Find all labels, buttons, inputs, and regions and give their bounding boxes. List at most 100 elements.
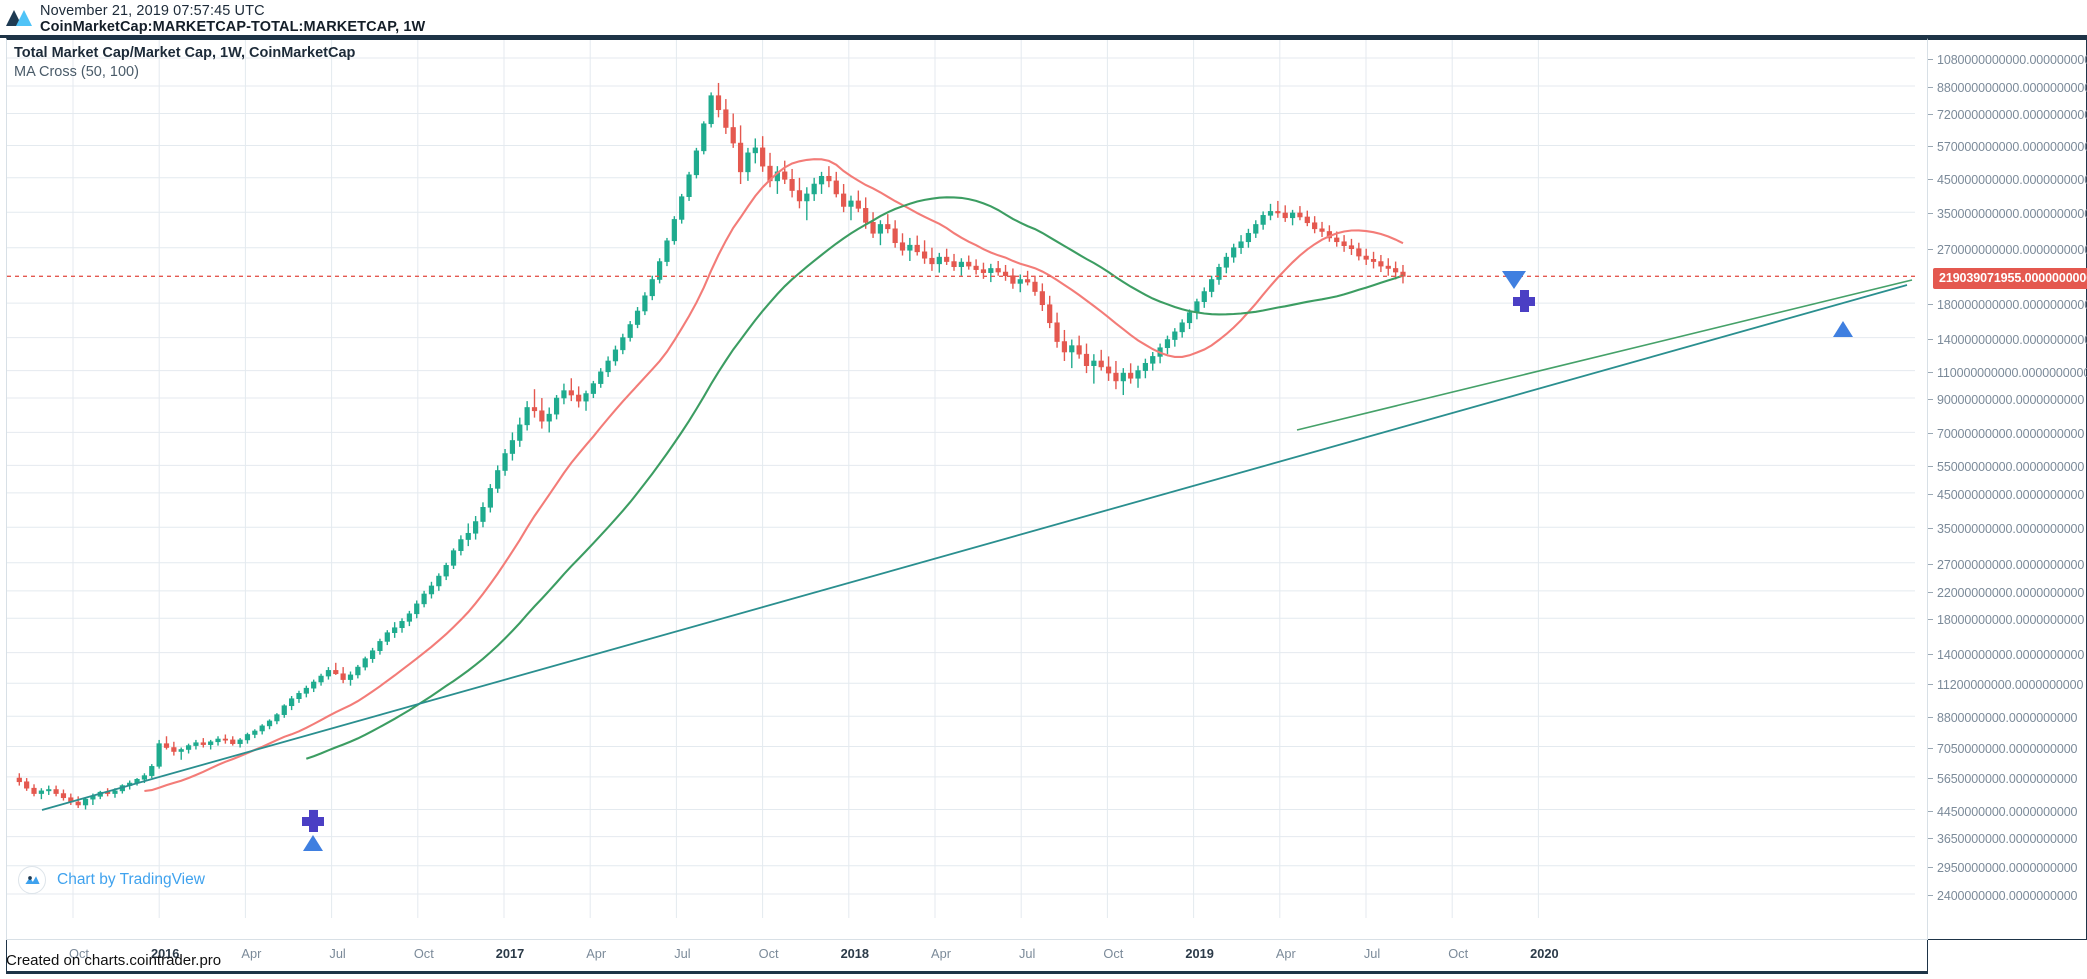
price-plot[interactable] [7, 40, 1915, 918]
price-axis-tick-label: 1080000000000.0000000000 [1937, 53, 2087, 67]
price-axis-tick-label: 720000000000.0000000000 [1937, 108, 2087, 123]
price-axis-tick-label: 5650000000.0000000000 [1937, 771, 2078, 786]
price-axis-tick-label: 270000000000.0000000000 [1937, 242, 2087, 257]
tradingview-mountain-icon [4, 2, 34, 32]
tradingview-watermark[interactable]: Chart by TradingView [18, 866, 205, 894]
buy-signal-triangle-icon[interactable] [1833, 321, 1853, 337]
ma-cross-marker-icon[interactable] [302, 810, 324, 832]
buy-signal-triangle-icon[interactable] [303, 835, 323, 851]
tick-dash [1928, 810, 1933, 812]
price-axis-tick-label: 110000000000.0000000000 [1937, 365, 2087, 380]
time-axis-tick-label: Oct [69, 946, 89, 961]
time-axis-endcap [1927, 940, 1928, 974]
time-axis-tick-label: Jul [674, 946, 691, 961]
price-axis-tick-label: 570000000000.0000000000 [1937, 140, 2087, 155]
time-axis-tick-label: Oct [758, 946, 779, 961]
plot-border [6, 38, 1928, 940]
tick-dash [1928, 895, 1933, 896]
time-axis-tick-label: 2018 [840, 946, 870, 961]
chart-header: November 21, 2019 07:57:45 UTC CoinMarke… [0, 0, 2087, 38]
time-axis-tick-label: 2019 [1185, 946, 1214, 961]
trendline-support[interactable] [1296, 279, 1913, 431]
time-axis-tick-label: Oct [1448, 946, 1469, 961]
header-datetime: November 21, 2019 07:57:45 UTC [40, 3, 265, 19]
candlestick-canvas [7, 40, 1915, 918]
tick-dash [1928, 304, 1933, 306]
tick-dash [1928, 114, 1933, 116]
time-axis-tick-label: 2016 [150, 946, 180, 961]
ma-100-line [305, 196, 1404, 760]
candlestick-series [16, 82, 1406, 810]
tick-dash [1928, 653, 1933, 655]
time-axis[interactable]: Oct 2016 Apr Jul Oct 2017 Apr Jul Oct 2018 Apr Jul O… [6, 940, 1928, 974]
gridlines [7, 40, 1915, 918]
time-axis-tick-label: Apr [1275, 946, 1296, 961]
current-price-badge: 219039071955.0000000000 [1933, 268, 2087, 290]
tick-dash [1928, 866, 1933, 868]
price-axis-tick-label: 180000000000.0000000000 [1937, 298, 2087, 313]
trendline-major[interactable] [41, 284, 1908, 811]
time-axis-tick-label: Apr [931, 946, 951, 961]
tick-dash [1928, 178, 1933, 180]
price-axis-tick-label: 55000000000.0000000000 [1937, 460, 2085, 475]
footer-attribution: Created on charts.cointrader.pro [6, 952, 222, 969]
tick-dash [1928, 777, 1933, 779]
time-axis-tick-label: Apr [241, 946, 262, 961]
price-axis-tick-label: 70000000000.0000000000 [1937, 427, 2085, 442]
time-axis-tick-label: Oct [1103, 946, 1124, 961]
tick-dash [1928, 563, 1933, 565]
price-axis-tick-label: 35000000000.0000000000 [1937, 522, 2085, 537]
ma-50-line [144, 158, 1404, 793]
tick-dash [1928, 747, 1933, 749]
header-divider [0, 35, 2087, 38]
tick-dash [1928, 338, 1933, 340]
header-symbol: CoinMarketCap:MARKETCAP-TOTAL:MARKETCAP,… [40, 19, 426, 35]
price-axis-tick-label: 11200000000.0000000000 [1937, 678, 2084, 693]
price-axis-tick-label: 350000000000.0000000000 [1937, 207, 2087, 222]
price-axis-tick-label: 90000000000.0000000000 [1937, 393, 2085, 408]
price-axis-tick-label: 4450000000.0000000000 [1937, 804, 2078, 819]
price-axis-tick-label: 18000000000.0000000000 [1937, 613, 2085, 628]
time-axis-tick-label: Jul [1363, 946, 1381, 961]
ma-cross-marker-icon[interactable] [1513, 290, 1535, 312]
price-axis-tick-label: 3650000000.0000000000 [1937, 831, 2078, 846]
tick-dash [1928, 87, 1933, 89]
price-axis-tick-label: 27000000000.0000000000 [1937, 557, 2085, 572]
time-axis-tick-label: Apr [586, 946, 607, 961]
sell-signal-triangle-icon[interactable] [1502, 271, 1526, 289]
tick-dash [1928, 433, 1933, 435]
tick-dash [1928, 248, 1933, 250]
price-axis[interactable]: 1080000000000.0000000000 880000000000.000… [1928, 38, 2087, 940]
tick-dash [1928, 493, 1933, 495]
time-axis-tick-label: 2017 [495, 946, 525, 961]
time-axis-tick-label: Jul [1019, 946, 1036, 961]
signal-markers [302, 271, 1853, 851]
tick-dash [1928, 146, 1933, 148]
price-axis-tick-label: 22000000000.0000000000 [1937, 585, 2085, 600]
tick-dash [1928, 619, 1933, 621]
tick-dash [1928, 837, 1933, 839]
price-axis-tick-label: 140000000000.0000000000 [1937, 332, 2087, 347]
price-axis-tick-label: 2400000000.0000000000 [1937, 889, 2078, 903]
tick-dash [1928, 528, 1933, 530]
price-axis-tick-label: 2950000000.0000000000 [1937, 860, 2078, 875]
tick-dash [1928, 213, 1933, 215]
tick-dash [1928, 59, 1933, 60]
price-axis-tick-label: 880000000000.0000000000 [1937, 81, 2087, 96]
tick-dash [1928, 399, 1933, 401]
tick-dash [1928, 717, 1933, 719]
time-axis-tick-label: Jul [329, 946, 346, 961]
time-axis-tick-label: Oct [413, 946, 434, 961]
time-axis-tick-label: 2020 [1530, 946, 1559, 961]
chart-area: Total Market Cap/Market Cap, 1W, CoinMar… [0, 38, 2087, 974]
tradingview-logo-icon [18, 866, 46, 894]
price-axis-tick-label: 45000000000.0000000000 [1937, 487, 2085, 502]
price-axis-tick-label: 7050000000.0000000000 [1937, 741, 2078, 756]
tick-dash [1928, 591, 1933, 593]
tick-dash [1928, 371, 1933, 373]
price-axis-tick-label: 450000000000.0000000000 [1937, 172, 2087, 187]
tick-dash [1928, 684, 1933, 686]
tradingview-watermark-label: Chart by TradingView [57, 871, 205, 888]
tick-dash [1928, 466, 1933, 468]
